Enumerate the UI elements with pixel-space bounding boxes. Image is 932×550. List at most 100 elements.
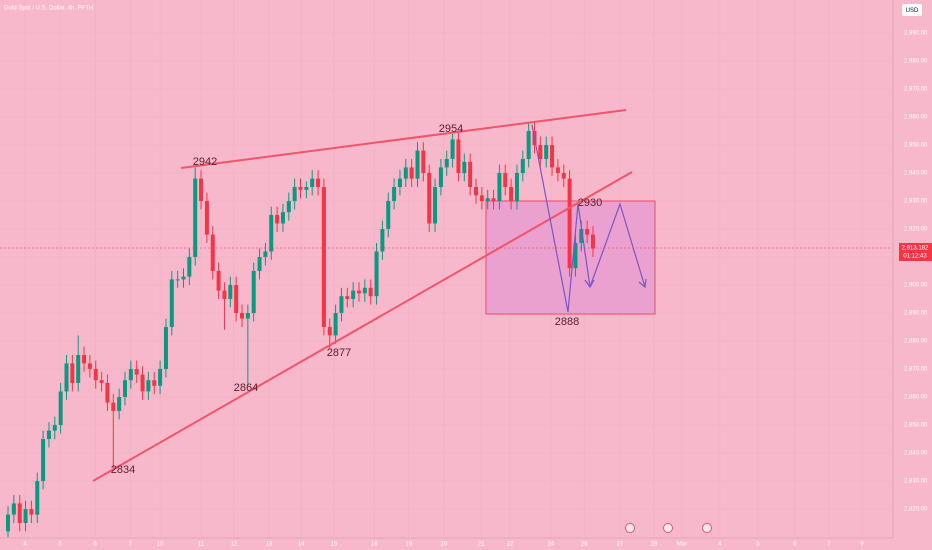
candle-body: [351, 290, 356, 300]
x-tick-label: 6: [93, 542, 97, 548]
candle-body: [544, 145, 549, 160]
y-tick-label: 2,840.00: [904, 451, 928, 457]
candle-body: [117, 396, 122, 411]
candle-body: [386, 201, 391, 230]
candle-body: [392, 187, 397, 202]
candle-body: [275, 215, 280, 224]
x-tick-label: 12: [230, 542, 237, 548]
candle-body: [123, 380, 127, 397]
candle-body: [251, 271, 256, 314]
event-icon[interactable]: [625, 523, 635, 533]
candle-body: [35, 480, 40, 515]
projection-path-2: [589, 202, 646, 288]
candle-body: [204, 201, 209, 235]
candle-body: [450, 139, 455, 160]
candle-body: [310, 178, 315, 188]
candle-body: [538, 145, 543, 160]
candle-body: [99, 380, 104, 383]
candle-body: [140, 374, 145, 392]
candle-body: [193, 178, 198, 258]
y-tick-label: 2,890.00: [904, 311, 928, 317]
x-tick-label: 28: [650, 542, 657, 548]
candle-body: [169, 279, 174, 327]
candle-body: [491, 198, 496, 202]
candle-body: [550, 145, 555, 168]
candle-body: [409, 167, 414, 179]
last-price-box: [899, 243, 932, 261]
price-annotation: 2930: [578, 197, 602, 209]
candle-body: [415, 150, 420, 179]
countdown: 01:12:43: [903, 254, 927, 260]
candle-body: [403, 167, 408, 179]
candle-body: [339, 296, 344, 314]
event-icons: [625, 523, 712, 533]
y-tick-label: 2,880.00: [904, 339, 928, 345]
candles: [6, 122, 595, 537]
price-annotation: 2834: [111, 464, 135, 476]
candle-body: [421, 150, 426, 174]
candle-body: [280, 212, 285, 224]
event-icon[interactable]: [663, 523, 673, 533]
candle-body: [438, 167, 443, 188]
event-icon[interactable]: [702, 523, 712, 533]
candle-body: [503, 173, 508, 188]
candle-body: [316, 178, 321, 188]
candle-body: [158, 368, 163, 386]
x-tick-label: 5: [58, 542, 62, 548]
currency-box[interactable]: [902, 4, 922, 16]
y-tick-label: 2,960.00: [904, 115, 928, 121]
x-tick-label: 4: [718, 542, 722, 548]
candle-body: [380, 229, 385, 252]
x-tick-label: Mar: [677, 542, 687, 548]
projection-path-1: [531, 124, 591, 313]
candle-body: [23, 508, 28, 523]
candle-body: [245, 313, 250, 319]
candle-body: [216, 271, 221, 291]
candle-body: [29, 508, 34, 515]
x-tick-label: 6: [793, 542, 797, 548]
x-tick-label: 15: [331, 542, 338, 548]
candle-body: [263, 251, 268, 258]
candle-body: [76, 354, 81, 383]
candle-body: [427, 173, 432, 224]
candle-body: [509, 187, 514, 202]
candle-body: [82, 354, 87, 364]
candle-body: [146, 380, 151, 392]
chart-title: Gold Spot / U.S. Dollar, 4h, PFTH: [4, 6, 93, 12]
candle-body: [298, 187, 303, 190]
x-tick-label: 20: [440, 542, 447, 548]
last-price: 2,913.182: [902, 246, 929, 252]
arrow-head: [584, 279, 595, 289]
candle-body: [526, 131, 531, 160]
candle-body: [286, 201, 291, 213]
candle-body: [485, 198, 490, 202]
y-tick-label: 2,820.00: [904, 507, 928, 513]
candle-body: [163, 326, 168, 369]
candle-body: [321, 187, 326, 327]
candle-body: [444, 159, 449, 168]
currency[interactable]: USD: [906, 8, 919, 14]
x-tick-label: 7: [129, 542, 133, 548]
candle-body: [46, 430, 51, 439]
y-tick-label: 2,980.00: [904, 59, 928, 65]
x-tick-label: 13: [266, 542, 273, 548]
x-tick-label: 22: [507, 542, 514, 548]
candle-body: [11, 503, 16, 515]
annotations: 2942 2954 2930 2877 2864 2834 2888: [111, 123, 602, 476]
price-annotation: 2888: [555, 316, 579, 328]
price-annotation: 2954: [439, 123, 463, 135]
y-tick-label: 2,940.00: [904, 171, 928, 177]
candle-body: [345, 296, 350, 300]
candle-body: [87, 363, 92, 369]
price-annotation: 2942: [193, 156, 217, 168]
candle-body: [187, 257, 192, 277]
x-tick-label: 5: [756, 542, 760, 548]
candle-body: [234, 285, 239, 314]
y-tick-label: 2,950.00: [904, 143, 928, 149]
x-tick-label: 18: [371, 542, 378, 548]
candle-body: [397, 178, 402, 188]
candle-body: [152, 380, 157, 386]
